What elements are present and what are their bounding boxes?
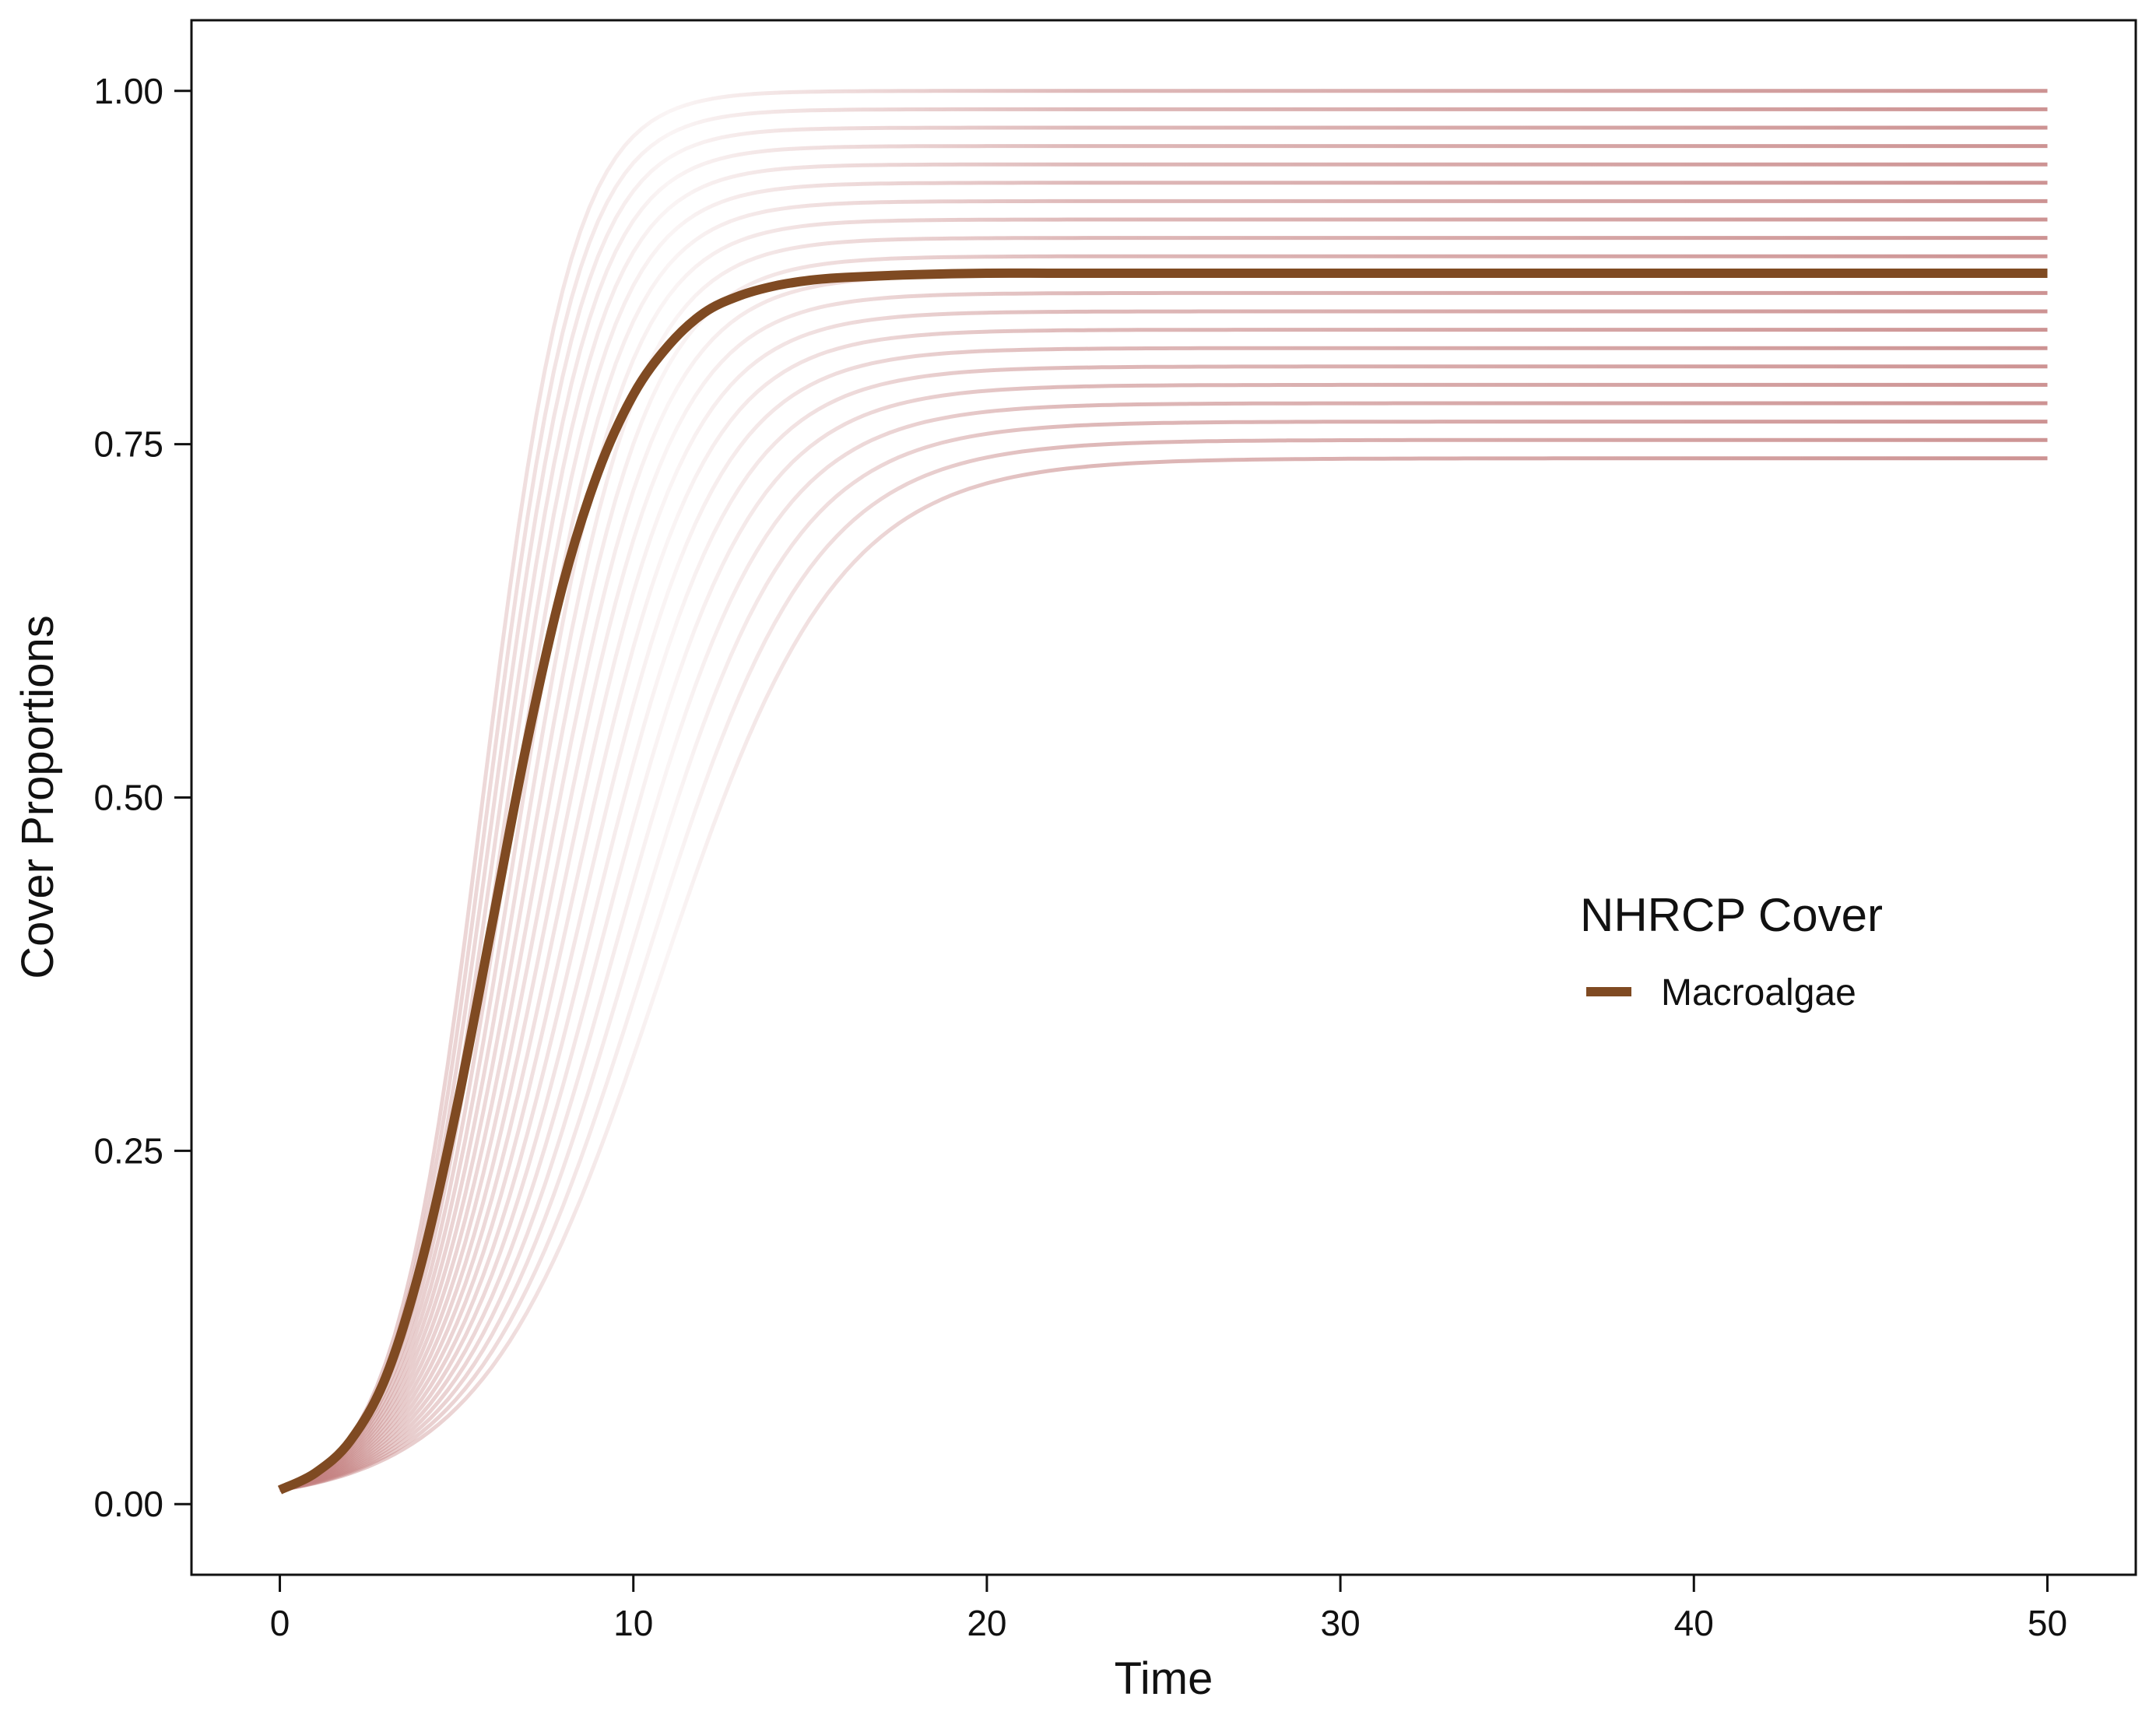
ensemble-line — [279, 198, 2048, 1492]
ensemble-line — [279, 290, 2048, 1492]
ensemble-line — [279, 309, 2048, 1492]
y-tick-label: 0.50 — [93, 778, 163, 818]
y-axis-title: Cover Proportions — [12, 615, 63, 978]
ensemble-line — [279, 162, 2048, 1492]
ensemble-line — [279, 382, 2048, 1492]
ensemble-line — [279, 364, 2048, 1492]
ensemble-line — [279, 107, 2048, 1492]
legend-title: NHRCP Cover — [1580, 889, 1883, 941]
x-axis: 0 10 20 30 40 50 — [270, 1575, 2067, 1643]
ensemble-line — [279, 236, 2048, 1492]
y-tick-label: 0.00 — [93, 1484, 163, 1524]
x-tick-label: 30 — [1321, 1603, 1361, 1643]
ensemble-line — [279, 420, 2048, 1492]
legend-label-macroalgae: Macroalgae — [1661, 972, 1856, 1014]
ensemble-line — [279, 217, 2048, 1492]
ensemble-line — [279, 181, 2048, 1492]
ensemble-line — [279, 125, 2048, 1492]
x-tick-label: 0 — [270, 1603, 290, 1643]
ensemble-line — [279, 89, 2048, 1492]
series-line-macroalgae — [277, 268, 2048, 1495]
ensemble-line — [279, 144, 2048, 1492]
ensemble-line — [279, 437, 2048, 1492]
ensemble-line — [279, 456, 2048, 1492]
y-axis: 0.00 0.25 0.50 0.75 1.00 — [93, 71, 191, 1524]
x-tick-label: 50 — [2028, 1603, 2067, 1643]
x-tick-label: 20 — [967, 1603, 1006, 1643]
y-tick-label: 1.00 — [93, 71, 163, 111]
y-tick-label: 0.75 — [93, 424, 163, 465]
legend: NHRCP Cover Macroalgae — [1580, 889, 1883, 1014]
main-series-layer — [277, 268, 2048, 1495]
y-tick-label: 0.25 — [93, 1130, 163, 1171]
ensemble-line — [279, 346, 2048, 1492]
ensemble-line — [279, 328, 2048, 1492]
ensemble-line — [279, 401, 2048, 1492]
x-tick-label: 10 — [613, 1603, 653, 1643]
x-axis-title: Time — [1115, 1653, 1213, 1704]
x-tick-label: 40 — [1674, 1603, 1714, 1643]
ensemble-line — [279, 254, 2048, 1492]
